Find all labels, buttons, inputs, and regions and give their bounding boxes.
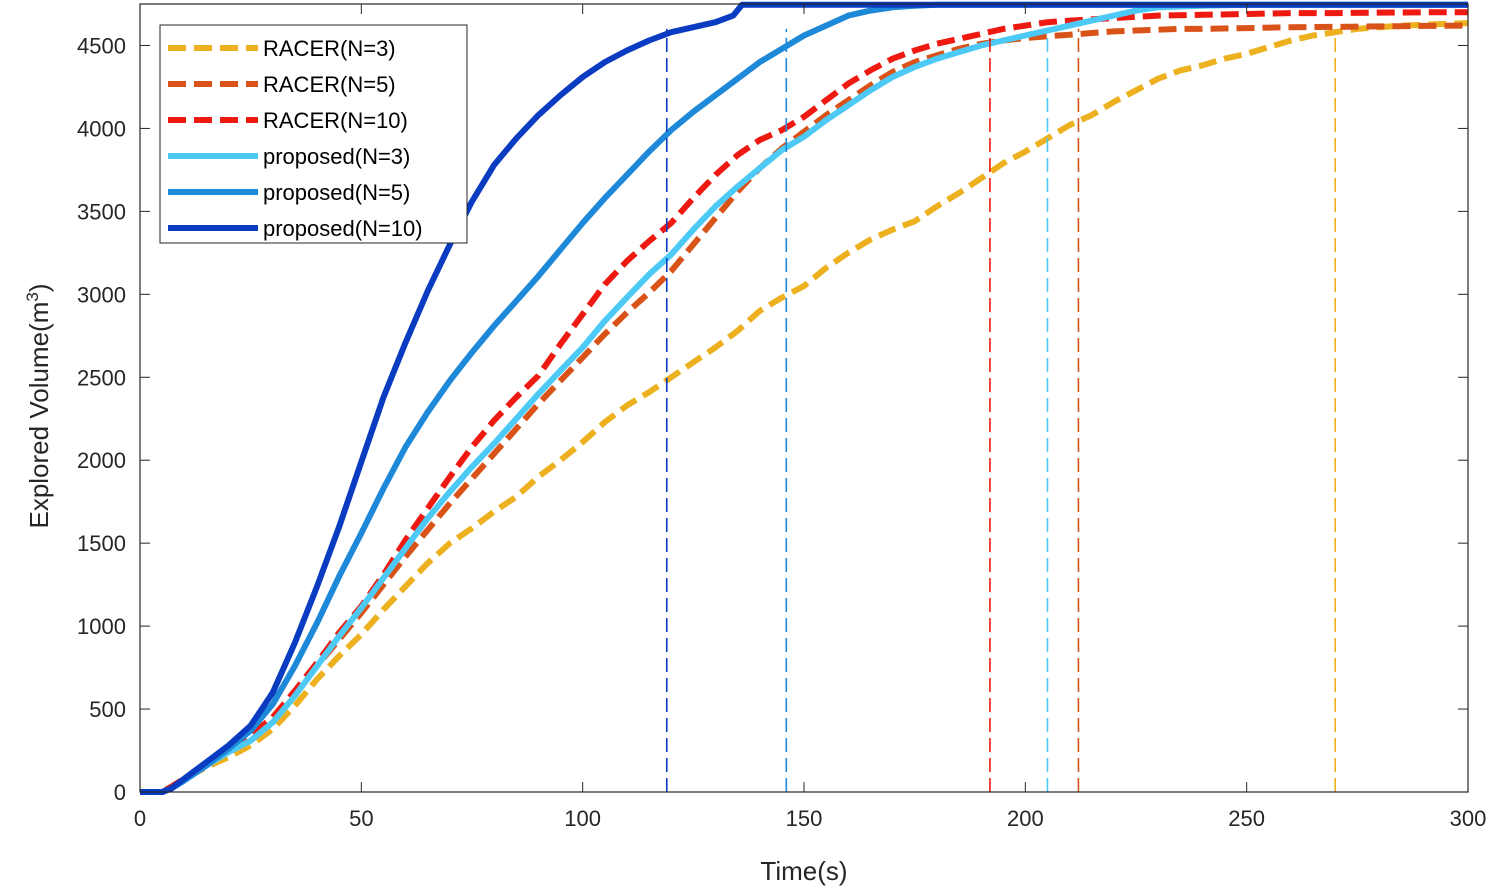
x-tick-label: 300: [1450, 806, 1487, 831]
y-tick-label: 4500: [77, 33, 126, 58]
y-axis-title-end: ): [24, 283, 54, 292]
legend-label: RACER(N=5): [263, 72, 396, 97]
y-tick-label: 2500: [77, 365, 126, 390]
series-line-racer-n-3: [140, 20, 1469, 795]
x-tick-label: 50: [349, 806, 373, 831]
legend-label: proposed(N=10): [263, 216, 423, 241]
x-axis-title: Time(s): [760, 856, 847, 886]
y-tick-label: 0: [114, 780, 126, 805]
x-tick-label: 0: [134, 806, 146, 831]
y-tick-label: 2000: [77, 448, 126, 473]
y-tick-label: 1500: [77, 531, 126, 556]
series-layer: [140, 1, 1469, 795]
series-line-racer-n-5: [140, 22, 1469, 795]
x-tick-label: 150: [786, 806, 823, 831]
x-tick-label: 100: [564, 806, 601, 831]
x-tick-label: 200: [1007, 806, 1044, 831]
y-tick-label: 1000: [77, 614, 126, 639]
legend: RACER(N=3) RACER(N=5) RACER(N=10) proposed(…: [159, 24, 468, 244]
x-tick-label: 250: [1228, 806, 1265, 831]
legend-label: RACER(N=3): [263, 36, 396, 61]
legend-label: proposed(N=3): [263, 144, 410, 169]
legend-box: [159, 24, 468, 244]
legend-label: proposed(N=5): [263, 180, 410, 205]
y-axis-title-main: Explored Volume(m: [24, 302, 54, 529]
legend-label: RACER(N=10): [263, 108, 408, 133]
y-tick-label: 3500: [77, 199, 126, 224]
y-tick-label: 4000: [77, 116, 126, 141]
series-line-proposed-n-3: [140, 1, 1468, 795]
y-tick-label: 500: [89, 697, 126, 722]
y-tick-label: 3000: [77, 282, 126, 307]
finish-lines-layer: [665, 28, 1336, 792]
y-axis-title: Explored Volume(m3): [23, 283, 54, 528]
ticks-layer: 0 50 100 150 200 250 3000500100015002000250030…: [77, 4, 1486, 831]
series-line-proposed-n-10: [140, 1, 1468, 795]
y-axis-title-superscript: 3: [23, 292, 42, 301]
